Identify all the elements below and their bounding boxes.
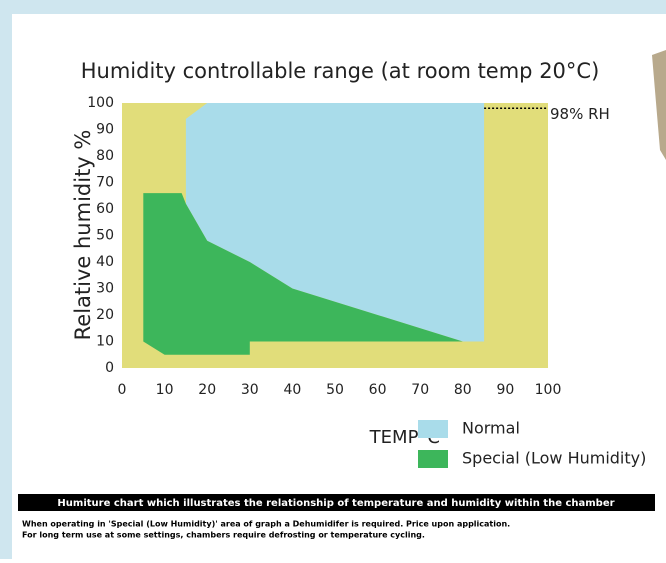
- x-tick-label: 100: [535, 382, 562, 398]
- y-tick-label: 60: [96, 201, 114, 217]
- legend-label: Normal: [462, 419, 520, 438]
- y-tick-label: 100: [87, 95, 114, 111]
- y-tick-label: 50: [96, 228, 114, 244]
- note: When operating in 'Special (Low Humidity…: [22, 520, 510, 529]
- y-tick-label: 20: [96, 307, 114, 323]
- x-tick-label: 60: [369, 382, 387, 398]
- x-tick-label: 90: [496, 382, 514, 398]
- x-tick-label: 80: [454, 382, 472, 398]
- y-tick-label: 80: [96, 148, 114, 164]
- caption: Humiture chart which illustrates the rel…: [57, 498, 614, 509]
- x-tick-label: 30: [241, 382, 259, 398]
- legend-swatch: [418, 420, 448, 438]
- x-tick-label: 50: [326, 382, 344, 398]
- page: Humidity controllable range (at room tem…: [0, 0, 666, 559]
- y-tick-label: 40: [96, 254, 114, 270]
- y-tick-label: 90: [96, 122, 114, 138]
- x-tick-label: 0: [118, 382, 127, 398]
- x-tick-label: 70: [411, 382, 429, 398]
- x-tick-label: 40: [283, 382, 301, 398]
- legend-swatch: [418, 450, 448, 468]
- note: For long term use at some settings, cham…: [22, 531, 425, 540]
- y-axis-label: Relative humidity %: [71, 130, 95, 341]
- y-tick-label: 10: [96, 334, 114, 350]
- annotation-text: 98% RH: [550, 105, 610, 123]
- y-tick-label: 0: [105, 360, 114, 376]
- chart-title: Humidity controllable range (at room tem…: [81, 59, 600, 83]
- y-tick-label: 70: [96, 175, 114, 191]
- y-tick-label: 30: [96, 281, 114, 297]
- x-tick-label: 20: [198, 382, 216, 398]
- legend-label: Special (Low Humidity): [462, 449, 646, 468]
- x-tick-label: 10: [156, 382, 174, 398]
